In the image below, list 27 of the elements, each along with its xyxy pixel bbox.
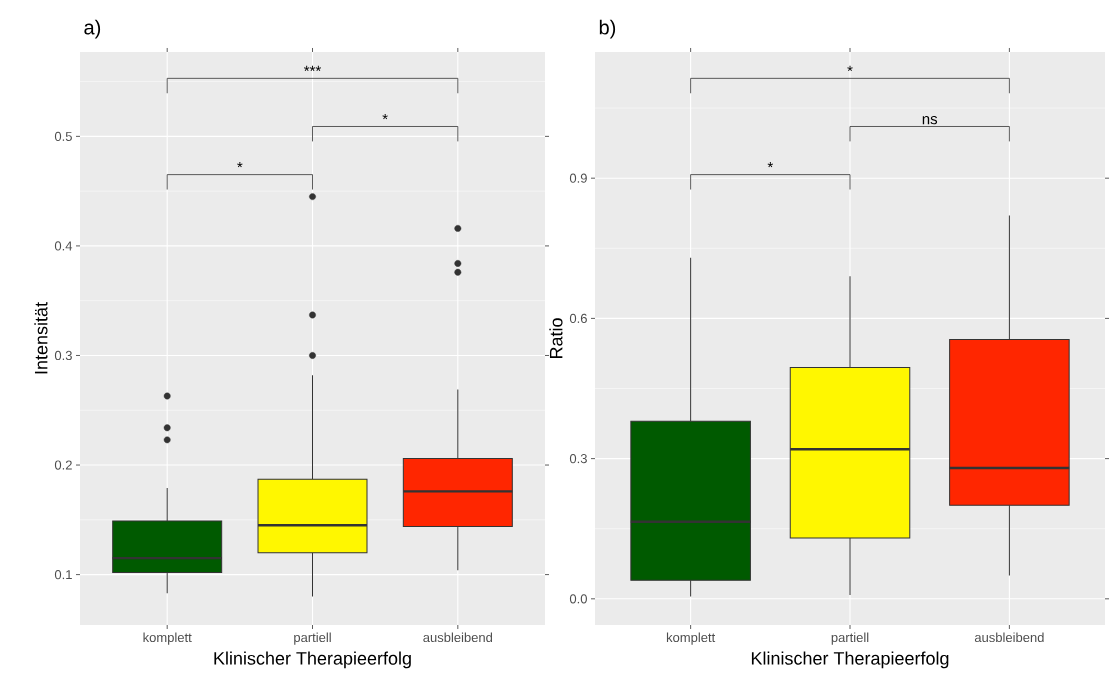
y-tick-label: 0.5 (54, 131, 72, 141)
y-tick-label: 0.3 (569, 454, 587, 464)
x-tick-label: partiell (294, 632, 331, 645)
x-axis-title: Klinischer Therapieerfolg (214, 651, 411, 669)
y-axis-title: Intensität (34, 302, 48, 374)
x-tick-label: partiell (831, 632, 869, 645)
y-tick-label: 0.3 (54, 350, 72, 361)
y-tick-label: 0.6 (569, 313, 587, 323)
annotation: *** (303, 65, 322, 72)
x-tick-label: komplett (666, 632, 716, 645)
x-tick-label: komplett (143, 632, 192, 645)
y-tick-label: 0.1 (54, 570, 72, 580)
y-tick-label: 0.2 (54, 460, 72, 470)
annotation: ns (922, 116, 938, 125)
annotation: * (237, 162, 243, 168)
annotation: * (767, 162, 773, 168)
annotation: * (382, 113, 388, 120)
chart-title: a) (84, 19, 101, 39)
x-tick-label: ausbleibend (423, 632, 493, 643)
annotation: * (847, 65, 853, 72)
chart-title: b) (599, 19, 616, 39)
x-axis-title: Klinischer Therapieerfolg (751, 651, 949, 669)
y-tick-label: 0.4 (54, 241, 73, 251)
y-tick-label: 0.9 (569, 173, 587, 183)
x-tick-label: ausbleibend (974, 632, 1044, 643)
y-axis-title: Ratio (549, 318, 563, 359)
y-tick-label: 0.0 (569, 594, 587, 604)
